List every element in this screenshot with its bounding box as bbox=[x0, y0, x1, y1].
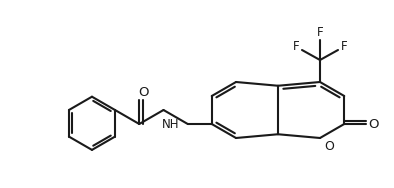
Text: F: F bbox=[341, 40, 348, 54]
Text: O: O bbox=[324, 139, 334, 152]
Text: F: F bbox=[317, 27, 323, 39]
Text: O: O bbox=[138, 86, 149, 99]
Text: NH: NH bbox=[162, 118, 180, 130]
Text: O: O bbox=[368, 118, 379, 130]
Text: F: F bbox=[293, 40, 299, 54]
